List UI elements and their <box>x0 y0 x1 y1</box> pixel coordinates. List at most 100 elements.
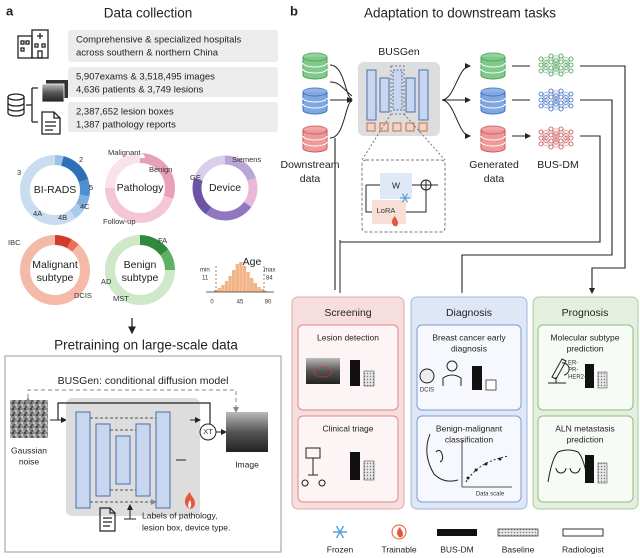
database-icon <box>480 97 506 109</box>
diffusion-diagram-part <box>75 411 91 509</box>
task-panels-part <box>597 462 608 484</box>
database-icon <box>302 130 328 153</box>
diffusion-diagram-part <box>184 492 195 509</box>
network-node <box>538 103 544 109</box>
stat-boxes-part <box>68 67 278 97</box>
diffusion-diagram-part <box>95 423 111 497</box>
pipeline-diagram-part-part <box>405 122 415 132</box>
database-icon <box>7 87 38 123</box>
network-node <box>538 68 544 74</box>
histogram-bar-shape <box>260 289 265 292</box>
hospital-icon-part <box>37 50 43 59</box>
hospital-icon-part <box>17 35 33 59</box>
network-node <box>548 100 554 106</box>
input-label: noise <box>19 456 40 466</box>
data-label: data <box>300 173 321 185</box>
pipeline-diagram-part <box>441 99 471 139</box>
database-icon <box>302 135 328 147</box>
network-edge <box>560 58 572 75</box>
hospital-icon-part <box>25 40 30 45</box>
network-node <box>568 62 574 68</box>
donut-label: DCIS <box>74 291 92 300</box>
network-node <box>558 59 564 65</box>
task-panels-part <box>597 371 608 389</box>
timestep-label: XT <box>203 427 213 436</box>
network-node <box>558 53 564 59</box>
ultrasound-thumbnails <box>41 80 68 103</box>
network-node <box>538 91 544 97</box>
subtask-title: diagnosis <box>451 343 487 353</box>
pipeline-diagram-part <box>441 63 471 101</box>
network-node <box>558 144 564 150</box>
task-panels-part <box>442 374 462 386</box>
task-panels-part-part <box>466 476 470 480</box>
database-icon <box>302 92 328 115</box>
pipeline-diagram-part-part <box>418 122 428 132</box>
task-panels-part <box>547 449 589 483</box>
legend-label: Baseline <box>502 544 535 554</box>
pipeline-diagram-part-part <box>400 193 410 203</box>
network-node <box>548 138 554 144</box>
donut-title: BI-RADS <box>34 184 77 196</box>
lora-label: LoRA <box>377 206 396 215</box>
task-panels-part <box>363 460 375 481</box>
task-panels-part <box>585 455 594 483</box>
legend-symbols <box>333 524 604 540</box>
pipeline-diagram-part <box>512 65 530 136</box>
network-node <box>568 141 574 147</box>
database-icon <box>480 135 506 147</box>
task-panels-part <box>485 379 497 391</box>
pipeline-diagram <box>302 52 626 293</box>
network-node <box>548 126 554 132</box>
histogram-bar-shape <box>239 262 243 292</box>
histogram-tick: 90 <box>265 300 272 306</box>
donut-label: Benign <box>149 165 172 174</box>
diffusion-diagram-part <box>155 411 171 509</box>
donut-label: AD <box>101 277 112 286</box>
network-node <box>568 68 574 74</box>
network-node <box>538 62 544 68</box>
database-icon <box>480 130 506 153</box>
icon-tag: DCIS <box>420 388 434 394</box>
pipeline-diagram-part <box>361 159 446 233</box>
pipeline-diagram-part <box>366 69 377 121</box>
network-node <box>538 97 544 103</box>
histogram-title: Age <box>243 256 262 268</box>
network-node <box>538 129 544 135</box>
network-node <box>548 59 554 65</box>
database-icon <box>480 87 506 97</box>
network-node <box>558 126 564 132</box>
histogram-bar-shape <box>264 291 268 292</box>
subtask-title: classification <box>445 434 493 444</box>
diffusion-diagram-part <box>90 417 156 502</box>
output-label: Image <box>235 459 259 469</box>
database-icon <box>302 87 328 97</box>
pipeline-diagram-part <box>329 81 353 97</box>
panel-a: a Data collection Comprehensive & specia… <box>4 3 282 553</box>
stat-text: 2,387,652 lesion boxes <box>76 107 174 118</box>
task-panels-part <box>555 467 581 474</box>
diffusion-diagram-part <box>226 412 268 452</box>
pipeline-diagram-part <box>329 64 353 139</box>
document-icon-part <box>41 111 61 135</box>
hospital-icon <box>17 29 49 59</box>
network-edge <box>550 128 562 148</box>
section-title: Data collection <box>104 6 193 21</box>
diffusion-diagram-part <box>99 507 116 532</box>
network-edge <box>560 93 572 110</box>
task-panels-part <box>297 324 399 411</box>
hospital-icon-part <box>20 47 25 52</box>
network-node <box>548 53 554 59</box>
task-panels-part <box>350 452 360 480</box>
histogram-bar-shape <box>232 270 236 292</box>
network-edge <box>550 134 562 148</box>
pipeline-diagram-part-part <box>379 122 389 132</box>
donut-label: FA <box>158 236 167 245</box>
network-node <box>548 144 554 150</box>
panel-b: b Adaptation to downstream tasks <box>281 3 639 554</box>
task-panels-part <box>306 358 340 384</box>
stat-text: 1,387 pathology reports <box>76 120 176 131</box>
pipeline-diagram-part-part <box>392 216 398 227</box>
pipeline-diagram-part <box>379 77 390 113</box>
